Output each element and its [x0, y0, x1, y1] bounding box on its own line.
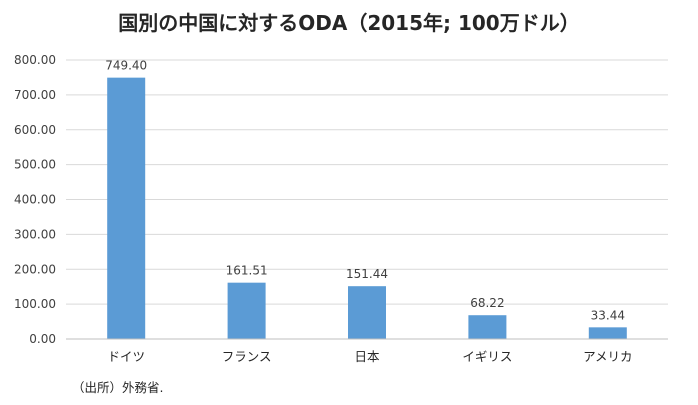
- bars: [107, 77, 627, 339]
- y-tick-label: 500.00: [14, 158, 56, 172]
- y-tick-label: 300.00: [14, 227, 56, 241]
- x-axis-categories: ドイツ フランス 日本 イギリス アメリカ: [107, 349, 632, 364]
- bar: [107, 77, 146, 339]
- y-tick-label: 700.00: [14, 88, 56, 102]
- source-note: （出所）外務省.: [72, 380, 163, 395]
- x-category-label: アメリカ: [583, 349, 632, 364]
- x-category-label: フランス: [222, 349, 272, 364]
- bar: [348, 286, 386, 339]
- y-tick-label: 200.00: [14, 262, 56, 276]
- y-tick-label: 100.00: [14, 297, 56, 311]
- y-tick-label: 0.00: [29, 332, 56, 346]
- data-label: 33.44: [591, 308, 625, 322]
- bar: [588, 327, 627, 339]
- bar: [227, 282, 266, 339]
- bar: [468, 315, 507, 339]
- gridlines: [66, 59, 668, 305]
- x-category-label: ドイツ: [107, 349, 145, 364]
- y-axis-ticks: 0.00 100.00 200.00 300.00 400.00 500.00 600.00…: [14, 53, 56, 346]
- data-label: 161.51: [226, 264, 268, 278]
- data-label: 68.22: [470, 296, 504, 310]
- x-category-label: イギリス: [462, 349, 512, 364]
- data-labels: 749.40 161.51 151.44 68.22 33.44: [105, 59, 625, 323]
- y-tick-label: 600.00: [14, 123, 56, 137]
- y-tick-label: 800.00: [14, 53, 56, 67]
- chart-title: 国別の中国に対するODA（2015年; 100万ドル）: [118, 11, 579, 35]
- data-label: 749.40: [105, 59, 147, 73]
- data-label: 151.44: [346, 267, 388, 281]
- y-tick-label: 400.00: [14, 193, 56, 207]
- x-category-label: 日本: [354, 349, 380, 364]
